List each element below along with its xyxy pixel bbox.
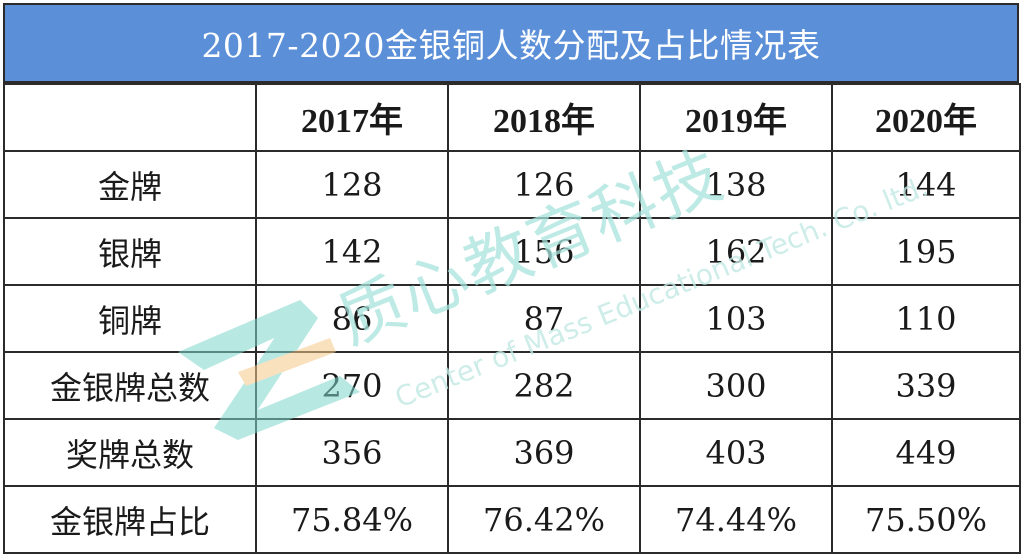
- table-cell: 339: [831, 351, 1021, 420]
- row-label-medal-total: 奖牌总数: [3, 418, 257, 487]
- table-cell: 142: [255, 217, 449, 286]
- row-label-silver: 银牌: [3, 217, 257, 286]
- table-cell: 138: [639, 150, 833, 219]
- row-label-gold: 金牌: [3, 150, 257, 219]
- table-cell: 86: [255, 284, 449, 353]
- table-cell: 103: [639, 284, 833, 353]
- table-cell: 74.44%: [639, 485, 833, 554]
- table-row: 奖牌总数 356 369 403 449: [3, 418, 1021, 487]
- table-cell: 195: [831, 217, 1021, 286]
- table-sheet: 2017-2020金银铜人数分配及占比情况表 2017年 2018年 2019年…: [3, 3, 1021, 554]
- table-row: 金牌 128 126 138 144: [3, 150, 1021, 219]
- table-cell: 128: [255, 150, 449, 219]
- table-cell: 403: [639, 418, 833, 487]
- table-cell: 76.42%: [447, 485, 641, 554]
- table-cell: 110: [831, 284, 1021, 353]
- row-label-gold-silver-ratio: 金银牌占比: [3, 485, 257, 554]
- medal-table: 2017年 2018年 2019年 2020年 金牌 128 126 138 1…: [3, 83, 1021, 554]
- table-cell: 75.84%: [255, 485, 449, 554]
- table-cell: 356: [255, 418, 449, 487]
- header-row: 2017年 2018年 2019年 2020年: [3, 83, 1021, 152]
- table-row: 银牌 142 156 162 195: [3, 217, 1021, 286]
- row-label-gold-silver-total: 金银牌总数: [3, 351, 257, 420]
- table-row: 铜牌 86 87 103 110: [3, 284, 1021, 353]
- header-corner: [3, 83, 257, 152]
- table-cell: 449: [831, 418, 1021, 487]
- table-row: 金银牌占比 75.84% 76.42% 74.44% 75.50%: [3, 485, 1021, 554]
- header-2017: 2017年: [255, 83, 449, 152]
- table-cell: 126: [447, 150, 641, 219]
- table-cell: 282: [447, 351, 641, 420]
- table-cell: 300: [639, 351, 833, 420]
- table-cell: 369: [447, 418, 641, 487]
- header-2019: 2019年: [639, 83, 833, 152]
- table-row: 金银牌总数 270 282 300 339: [3, 351, 1021, 420]
- table-cell: 162: [639, 217, 833, 286]
- header-2020: 2020年: [831, 83, 1021, 152]
- table-cell: 156: [447, 217, 641, 286]
- table-cell: 144: [831, 150, 1021, 219]
- table-cell: 87: [447, 284, 641, 353]
- table-cell: 270: [255, 351, 449, 420]
- table-cell: 75.50%: [831, 485, 1021, 554]
- header-2018: 2018年: [447, 83, 641, 152]
- row-label-bronze: 铜牌: [3, 284, 257, 353]
- table-title: 2017-2020金银铜人数分配及占比情况表: [3, 3, 1019, 83]
